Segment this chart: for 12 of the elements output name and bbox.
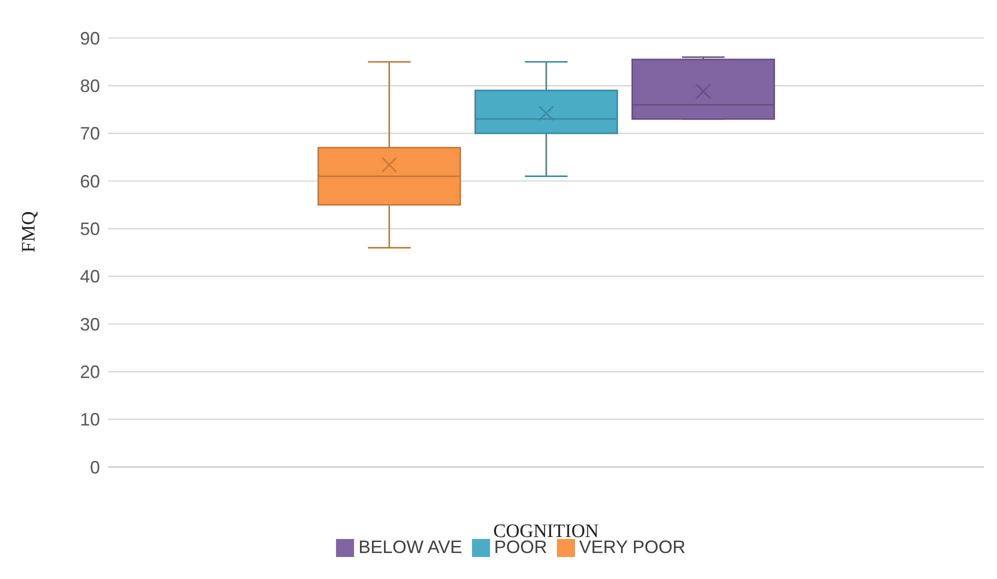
y-tick-label: 90	[80, 28, 100, 48]
legend-label: BELOW AVE	[358, 537, 462, 557]
y-tick-label: 80	[80, 76, 100, 96]
y-axis-title: FMQ	[18, 211, 40, 252]
y-tick-label: 60	[80, 171, 100, 192]
y-tick-label: 70	[80, 124, 100, 144]
y-tick-label: 10	[80, 410, 100, 430]
y-tick-label: 40	[80, 266, 100, 287]
y-tick-label: 30	[80, 314, 100, 334]
y-tick-label: 0	[90, 457, 100, 478]
y-tick-label: 20	[80, 362, 100, 382]
y-tick-label: 50	[80, 219, 100, 240]
